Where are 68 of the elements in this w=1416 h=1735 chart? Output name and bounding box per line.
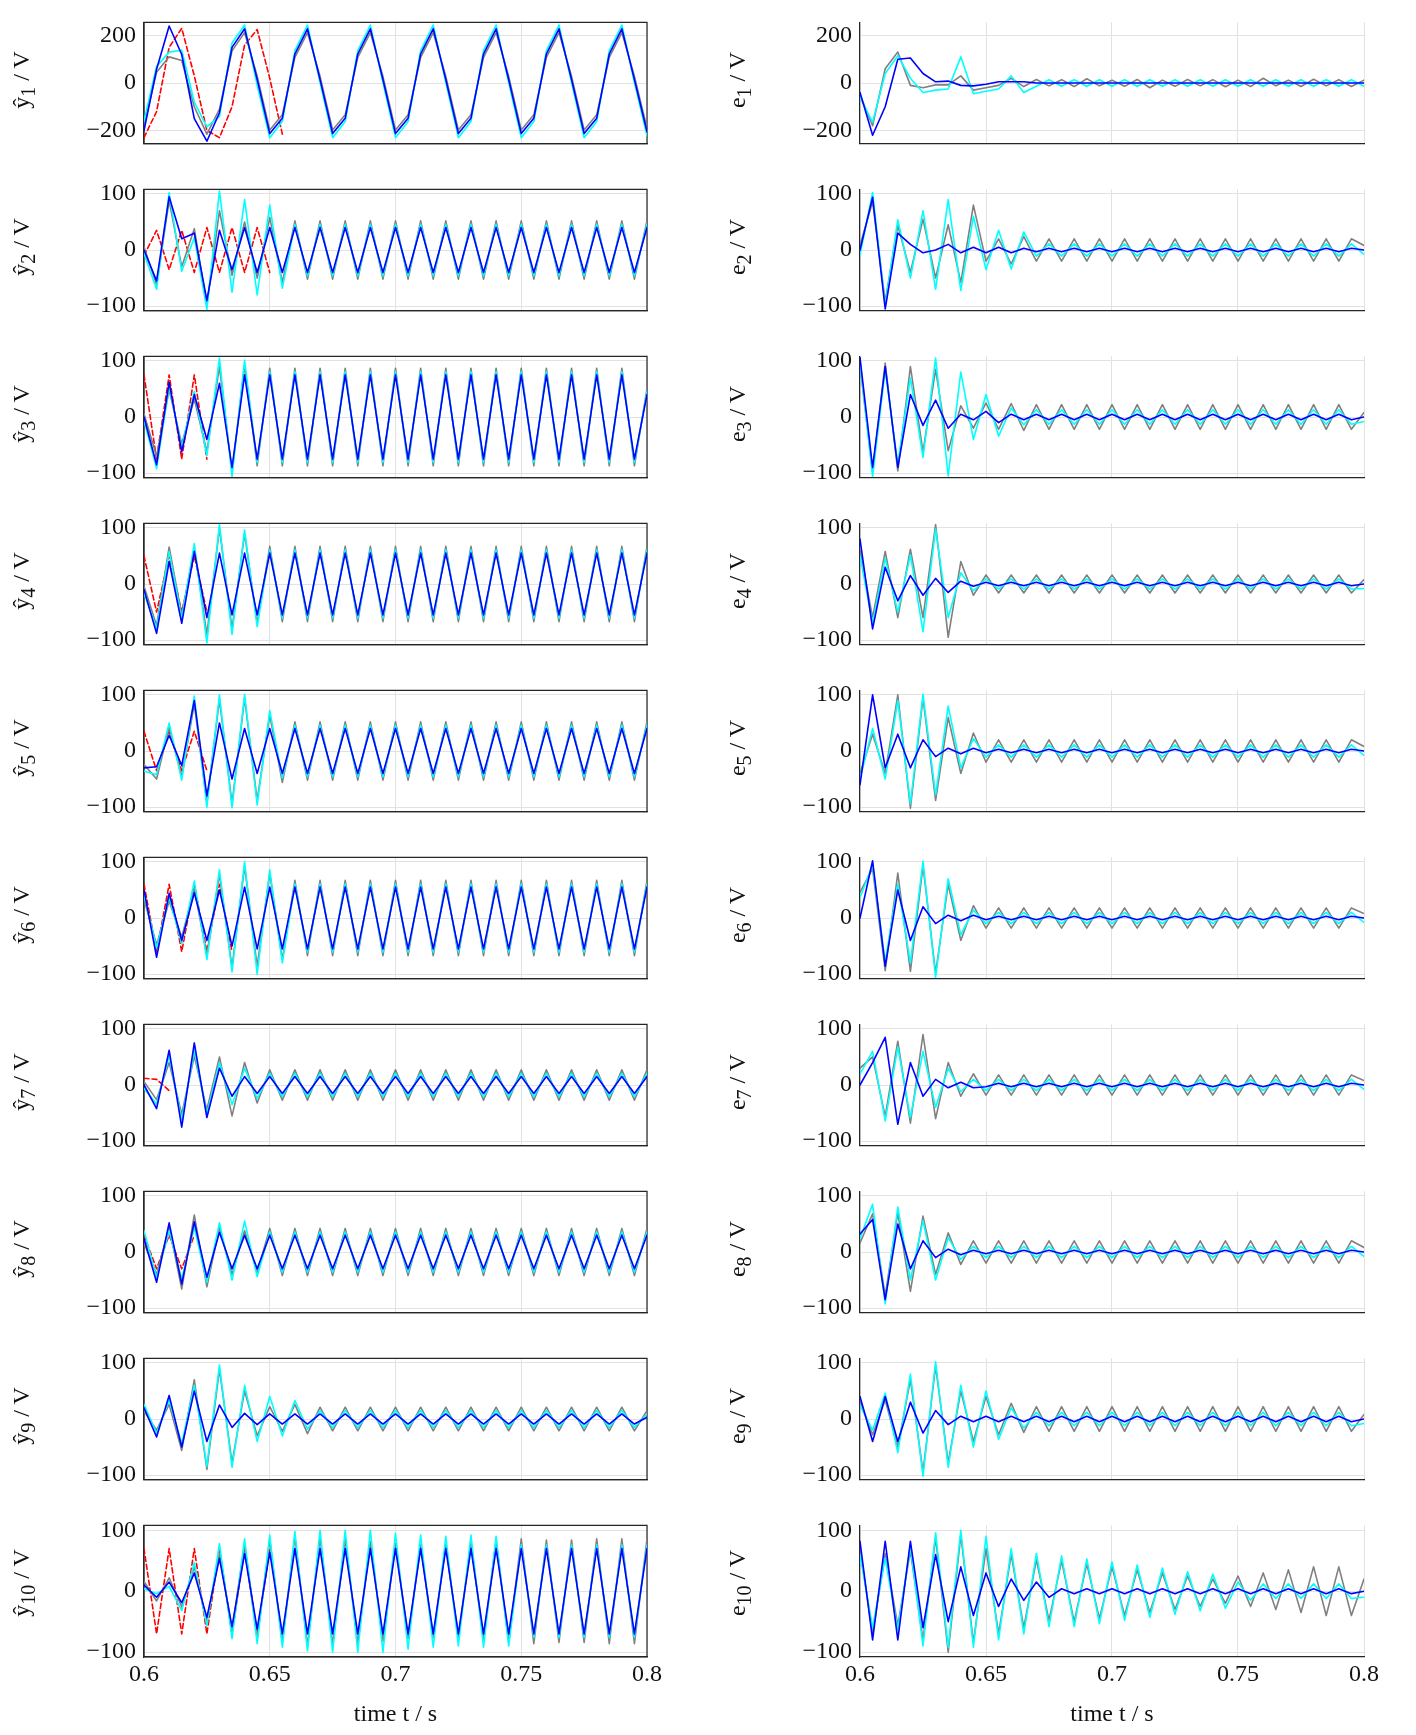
y-tick-label: 0 xyxy=(124,235,136,262)
y-tick-label: 0 xyxy=(124,402,136,429)
y-tick-label: 0 xyxy=(124,569,136,596)
y-tick-label: 0 xyxy=(840,569,852,596)
y-tick-label: 100 xyxy=(100,346,136,373)
y-tick-label: 100 xyxy=(100,513,136,540)
y-tick-label: 200 xyxy=(816,20,852,47)
y-tick-label: 0 xyxy=(840,903,852,930)
y-tick-label: −100 xyxy=(86,1293,136,1320)
y-tick-label: 0 xyxy=(840,402,852,429)
y-tick-label: −200 xyxy=(802,115,852,142)
y-tick-label: 0 xyxy=(840,235,852,262)
x-axis-title: time t / s xyxy=(353,1699,438,1726)
x-tick-label: 0.7 xyxy=(1097,1659,1127,1686)
y-tick-label: −100 xyxy=(802,792,852,819)
y-tick-label: 100 xyxy=(100,1348,136,1375)
x-tick-label: 0.8 xyxy=(1349,1659,1379,1686)
y-tick-label: 100 xyxy=(816,179,852,206)
y-tick-label: −100 xyxy=(86,625,136,652)
y-tick-label: 100 xyxy=(816,680,852,707)
y-tick-label: −100 xyxy=(802,625,852,652)
y-tick-label: 100 xyxy=(816,1181,852,1208)
y-tick-label: 0 xyxy=(840,736,852,763)
y-tick-label: 100 xyxy=(816,1515,852,1542)
y-tick-label: 0 xyxy=(840,1404,852,1431)
x-axis-title: time t / s xyxy=(1070,1699,1154,1726)
x-tick-label: 0.65 xyxy=(965,1659,1007,1686)
y-tick-label: 0 xyxy=(840,68,852,95)
y-tick-label: 100 xyxy=(100,1515,136,1542)
y-tick-label: 0 xyxy=(840,1237,852,1264)
y-tick-label: 0 xyxy=(124,736,136,763)
y-tick-label: 100 xyxy=(100,179,136,206)
y-tick-label: −100 xyxy=(802,458,852,485)
y-tick-label: −200 xyxy=(86,115,136,142)
y-tick-label: 200 xyxy=(100,20,136,47)
y-tick-label: 0 xyxy=(124,1237,136,1264)
x-tick-label: 0.7 xyxy=(380,1659,411,1686)
y-tick-label: −100 xyxy=(86,291,136,318)
y-tick-label: −100 xyxy=(86,959,136,986)
x-tick-label: 0.8 xyxy=(632,1659,662,1686)
x-tick-label: 0.75 xyxy=(500,1659,543,1686)
y-tick-label: −100 xyxy=(802,1126,852,1153)
y-tick-label: −100 xyxy=(86,1126,136,1153)
y-tick-label: 100 xyxy=(100,847,136,874)
y-tick-label: 0 xyxy=(840,1070,852,1097)
y-tick-label: 100 xyxy=(816,513,852,540)
y-tick-label: 0 xyxy=(124,1576,136,1603)
y-tick-label: −100 xyxy=(86,458,136,485)
y-tick-label: 0 xyxy=(124,903,136,930)
y-tick-label: −100 xyxy=(86,792,136,819)
x-tick-label: 0.65 xyxy=(248,1659,291,1686)
y-tick-label: 100 xyxy=(816,346,852,373)
y-tick-label: 100 xyxy=(816,1014,852,1041)
y-tick-label: 0 xyxy=(840,1576,852,1603)
y-tick-label: −100 xyxy=(802,291,852,318)
y-tick-label: 100 xyxy=(100,1181,136,1208)
y-tick-label: 0 xyxy=(124,1070,136,1097)
y-tick-label: 100 xyxy=(816,847,852,874)
y-tick-label: −100 xyxy=(802,959,852,986)
y-tick-label: −100 xyxy=(802,1293,852,1320)
y-tick-label: 100 xyxy=(816,1348,852,1375)
y-tick-label: 100 xyxy=(100,680,136,707)
y-tick-label: 100 xyxy=(100,1014,136,1041)
y-tick-label: −100 xyxy=(802,1460,852,1487)
y-tick-label: 0 xyxy=(124,1404,136,1431)
y-tick-label: −100 xyxy=(86,1460,136,1487)
y-tick-label: 0 xyxy=(124,68,136,95)
x-tick-label: 0.75 xyxy=(1217,1659,1259,1686)
